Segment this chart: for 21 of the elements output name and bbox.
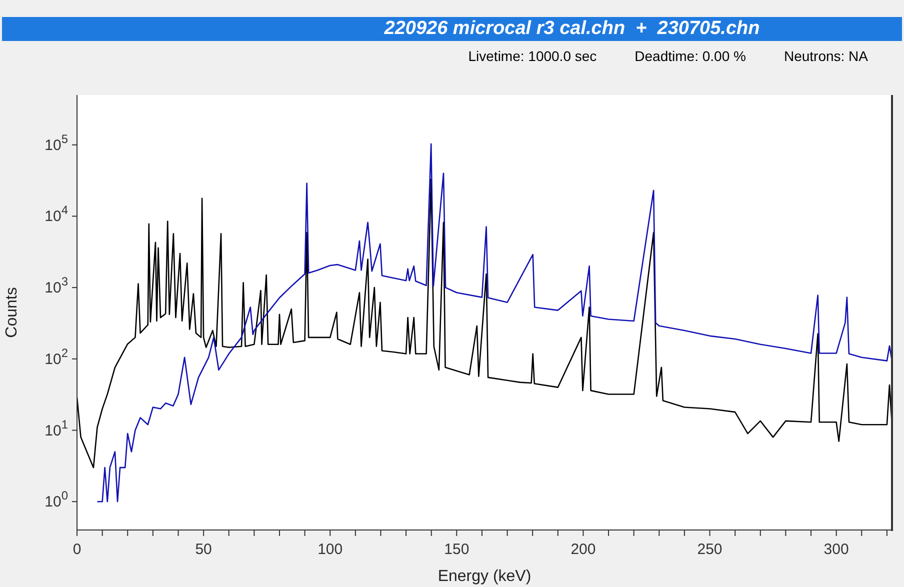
x-tick-label: 100 bbox=[318, 541, 343, 558]
text: Deadtime: 0.00 % bbox=[634, 48, 746, 64]
y-tick-label: 10$^{0}$ bbox=[44, 488, 68, 511]
x-tick-label: 0 bbox=[72, 541, 82, 558]
y-tick-label: 10$^{3}$ bbox=[44, 274, 68, 297]
text: Livetime: 1000.0 sec bbox=[468, 48, 597, 64]
x-tick-label: 250 bbox=[697, 541, 722, 558]
y-axis-title: Counts bbox=[4, 287, 21, 338]
y-tick-label: 10$^{5}$ bbox=[44, 132, 68, 154]
x-tick-label: 200 bbox=[570, 541, 596, 558]
text: Neutrons: NA bbox=[784, 48, 868, 64]
x-tick-label: 50 bbox=[195, 541, 212, 558]
x-tick-label: 300 bbox=[824, 541, 849, 558]
y-tick-label: 10$^{4}$ bbox=[44, 203, 68, 226]
x-axis-title: Energy (keV) bbox=[438, 568, 532, 585]
line-series bbox=[77, 178, 892, 468]
line-series bbox=[96, 143, 892, 502]
y-tick-label: 10$^{2}$ bbox=[44, 346, 68, 368]
chart-title: 220926 microcal r3 cal.chn + 230705.chn bbox=[384, 18, 760, 39]
y-tick-label: 10$^{1}$ bbox=[44, 417, 68, 440]
x-tick-label: 150 bbox=[444, 541, 470, 558]
